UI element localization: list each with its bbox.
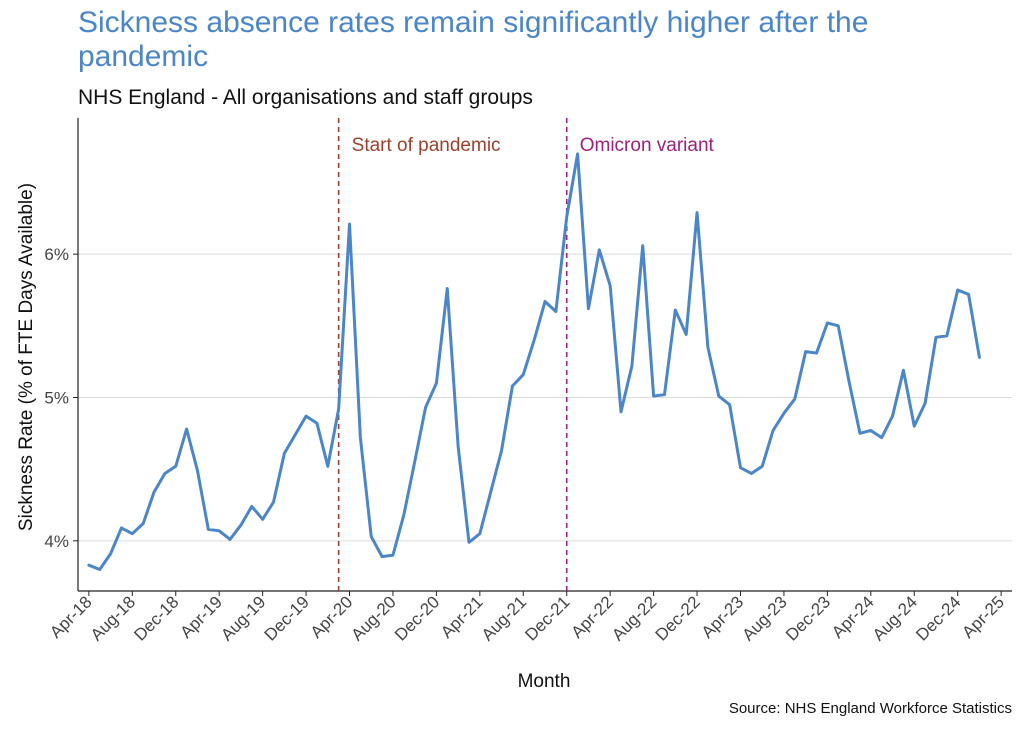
x-tick-label: Dec-20: [391, 592, 443, 644]
x-tick-label: Apr-25: [958, 592, 1008, 642]
x-tick-label: Aug-21: [478, 592, 530, 644]
x-tick-label: Aug-24: [869, 592, 921, 644]
axes: 4%5%6%Apr-18Aug-18Dec-18Apr-19Aug-19Dec-…: [44, 118, 1012, 645]
x-tick-label: Apr-18: [46, 592, 96, 642]
y-tick-label: 6%: [44, 245, 69, 264]
x-tick-label: Apr-21: [437, 592, 487, 642]
x-tick-label: Aug-23: [739, 592, 791, 644]
y-tick-label: 5%: [44, 389, 69, 408]
x-tick-label: Dec-21: [521, 592, 573, 644]
source-note: Source: NHS England Workforce Statistics: [728, 700, 1012, 717]
x-tick-label: Aug-19: [217, 592, 269, 644]
series-line: [87, 152, 981, 571]
chart-subtitle: NHS England - All organisations and staf…: [78, 86, 533, 109]
x-tick-label: Apr-19: [176, 592, 226, 642]
gridlines: [78, 253, 1012, 542]
annotation-label: Start of pandemic: [352, 135, 501, 156]
x-axis-title: Month: [518, 671, 571, 692]
y-axis-title: Sickness Rate (% of FTE Days Available): [16, 183, 37, 531]
annotations: Start of pandemic Omicron variant: [337, 118, 715, 591]
annotation-label: Omicron variant: [580, 135, 715, 156]
series-layer: [87, 152, 981, 571]
x-tick-label: Dec-19: [261, 592, 313, 644]
x-tick-label: Dec-18: [130, 592, 182, 644]
x-tick-label: Dec-22: [652, 592, 704, 644]
chart-title: Sickness absence rates remain significan…: [78, 6, 869, 73]
x-tick-label: Apr-24: [828, 592, 878, 642]
y-tick-label: 4%: [44, 532, 69, 551]
x-tick-label: Aug-22: [608, 592, 660, 644]
x-tick-label: Dec-23: [782, 592, 834, 644]
x-tick-label: Apr-23: [698, 592, 748, 642]
x-tick-label: Apr-20: [307, 592, 357, 642]
x-tick-label: Dec-24: [912, 592, 964, 644]
x-tick-label: Aug-18: [87, 592, 139, 644]
x-tick-label: Apr-22: [567, 592, 617, 642]
x-tick-label: Aug-20: [348, 592, 400, 644]
